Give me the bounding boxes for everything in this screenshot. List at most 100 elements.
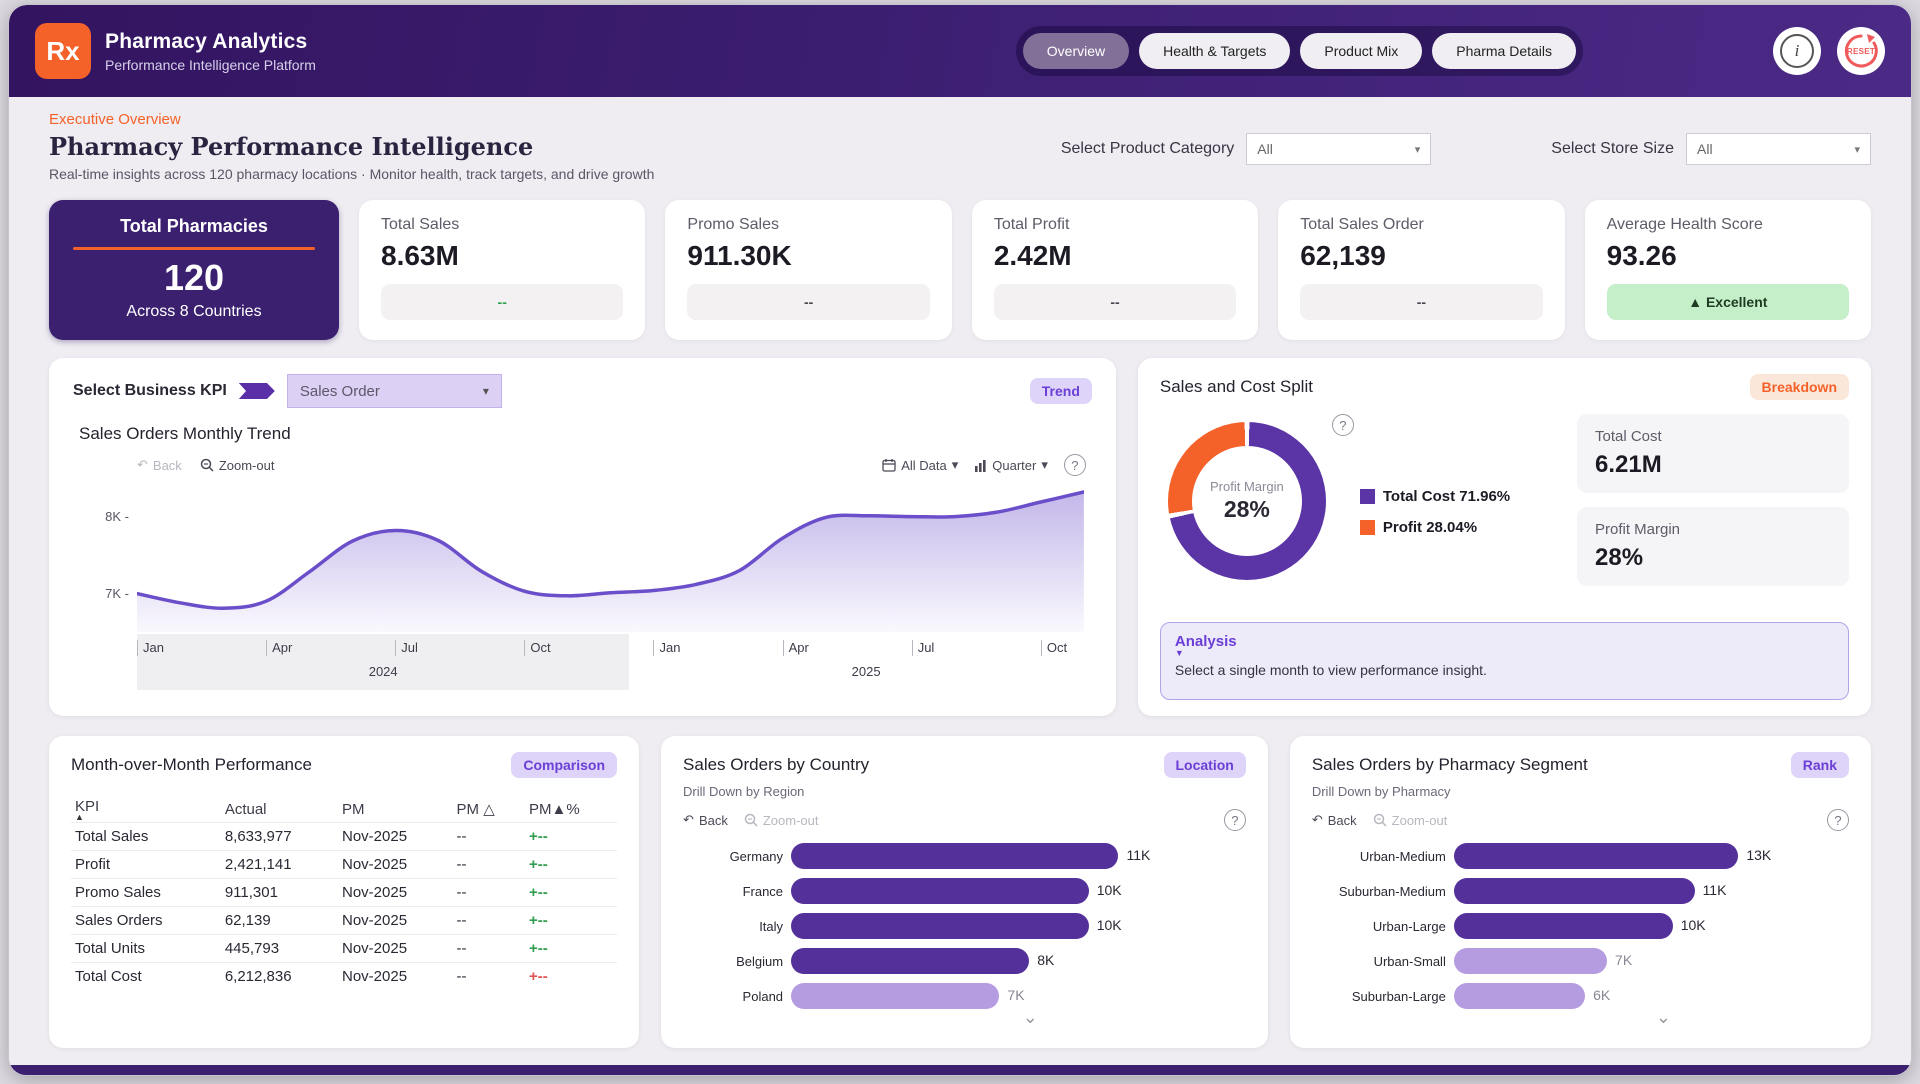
tab-health-targets[interactable]: Health & Targets [1139,33,1291,69]
reset-circular-arrow-icon [1844,34,1878,68]
table-row-total-cost[interactable]: Total Cost 6,212,836 Nov-2025 -- +-- [71,962,618,990]
bar-row-poland[interactable]: Poland 7K [683,983,1246,1009]
trend-line-chart[interactable]: 7K - 8K - Jan Apr Jul Oct Jan Apr Jul Oct 2024 202… [105,482,1084,690]
magnifier-icon [200,458,214,472]
kpi-subtitle: Across 8 Countries [126,303,262,321]
back-button[interactable]: ↶ Back [683,812,728,828]
tab-overview[interactable]: Overview [1022,33,1130,69]
bar-row-suburban-medium[interactable]: Suburban-Medium 11K [1312,878,1849,904]
back-button[interactable]: ↶ Back [137,457,182,473]
bar-value-label: 10K [1680,917,1706,933]
bar-row-urban-large[interactable]: Urban-Large 10K [1312,913,1849,939]
kpi-value: 2.42M [993,240,1072,271]
bar-value-label: 8K [1037,952,1055,968]
donut-center-label: Profit Margin [1210,479,1284,494]
trend-panel: Select Business KPI Sales Order ▾ Trend … [49,358,1116,716]
bar-row-suburban-large[interactable]: Suburban-Large 6K [1312,983,1849,1009]
profit-margin-box: Profit Margin 28% [1577,507,1849,586]
kpi-card-total-sales: Total Sales 8.63M -- [359,200,646,340]
magnifier-icon [744,813,758,827]
bar-value-label: 10K [1096,917,1122,933]
kpi-delta-pill: ▲ Excellent [1606,284,1850,320]
product-category-select[interactable]: All ▾ [1246,133,1432,165]
zoom-out-button[interactable]: Zoom-out [200,458,274,473]
tab-pharma-details[interactable]: Pharma Details [1432,33,1576,69]
date-range-selector[interactable]: All Data ▾ [882,457,958,473]
table-row-sales-orders[interactable]: Sales Orders 62,139 Nov-2025 -- +-- [71,906,618,935]
cost-split-title: Sales and Cost Split [1159,377,1313,396]
analysis-text: Select a single month to view performanc… [1174,662,1487,678]
scroll-down-icon[interactable]: ⌄ [1655,1007,1671,1027]
table-row-profit[interactable]: Profit 2,421,141 Nov-2025 -- +-- [71,850,618,879]
x-axis-tick: Oct [524,640,551,656]
bar-row-france[interactable]: France 10K [683,878,1246,904]
year-2024-band [137,634,630,690]
help-icon[interactable]: ? [1331,414,1354,436]
sort-asc-icon: ▲ [75,812,84,822]
kpi-row: Total Pharmacies 120 Across 8 Countries … [9,190,1911,340]
bar-fill [1453,878,1695,904]
bar-value-label: 11K [1126,847,1151,863]
country-title: Sales Orders by Country [683,755,870,774]
profit-margin-donut[interactable]: Profit Margin 28% ? [1160,414,1360,610]
product-category-label: Select Product Category [1060,140,1235,157]
kpi-title: Total Sales [381,216,460,233]
mom-col-kpi[interactable]: KPI ▲ [71,792,221,823]
bar-row-urban-small[interactable]: Urban-Small 7K [1312,948,1849,974]
segment-subtitle: Drill Down by Pharmacy [1311,784,1451,799]
bar-value-label: 13K [1746,847,1772,863]
bar-row-belgium[interactable]: Belgium 8K [683,948,1246,974]
tab-product-mix[interactable]: Product Mix [1300,33,1423,69]
help-icon[interactable]: ? [1063,454,1086,476]
back-arrow-icon: ↶ [683,812,694,827]
nav-tabs: Overview Health & Targets Product Mix Pharm… [1015,26,1583,76]
reset-button[interactable]: RESET [1837,27,1885,75]
table-row-promo-sales[interactable]: Promo Sales 911,301 Nov-2025 -- +-- [71,878,618,907]
store-size-select[interactable]: All ▾ [1686,133,1871,165]
zoom-out-button[interactable]: Zoom-out [744,813,818,828]
chevron-down-icon: ▾ [951,457,959,472]
store-size-value: All [1697,141,1713,157]
scroll-down-icon[interactable]: ⌄ [1022,1007,1038,1027]
kpi-title: Total Pharmacies [120,216,268,236]
granularity-selector[interactable]: Quarter ▾ [974,457,1048,473]
reset-label: RESET [1846,46,1876,56]
mom-col-pm[interactable]: PM [342,800,365,818]
bar-row-urban-medium[interactable]: Urban-Medium 13K [1312,843,1849,869]
kpi-card-total-pharmacies: Total Pharmacies 120 Across 8 Countries [49,200,339,340]
mom-col-pm[interactable]: PM▲% [528,800,580,818]
x-axis-tick: Apr [266,640,292,656]
kpi-delta-pill: -- [993,284,1237,320]
legend-item-total-cost: Total Cost 71.96% [1359,488,1510,505]
table-row-total-sales[interactable]: Total Sales 8,633,977 Nov-2025 -- +-- [71,822,618,851]
bar-fill [791,843,1119,869]
orders-by-country-panel: Sales Orders by Country Location Drill D… [661,736,1268,1048]
bar-fill [1453,913,1673,939]
app-header: Rx Pharmacy Analytics Performance Intell… [9,5,1911,97]
store-size-filter: Select Store Size All ▾ [1551,133,1871,165]
zoom-out-button[interactable]: Zoom-out [1373,813,1447,828]
breakdown-badge: Breakdown [1749,374,1849,400]
back-button[interactable]: ↶ Back [1311,812,1357,828]
kpi-card-average-health-score: Average Health Score 93.26 ▲ Excellent [1584,200,1872,340]
product-category-value: All [1257,141,1273,157]
product-category-filter: Select Product Category All ▾ [1060,133,1432,165]
filters: Select Product Category All ▾ Select Sto… [1061,111,1871,165]
chevron-down-icon: ▾ [482,384,489,398]
business-kpi-value: Sales Order [299,382,380,400]
bar-fill [1453,983,1586,1009]
bar-value-label: 7K [1007,987,1025,1003]
bar-fill [791,948,1030,974]
bar-row-germany[interactable]: Germany 11K [683,843,1246,869]
help-icon[interactable]: ? [1223,809,1246,831]
orders-by-segment-panel: Sales Orders by Pharmacy Segment Rank Dr… [1289,736,1871,1048]
y-axis-tick: 8K - [105,508,129,524]
help-icon[interactable]: ? [1826,809,1849,831]
bar-row-italy[interactable]: Italy 10K [683,913,1246,939]
table-row-total-units[interactable]: Total Units 445,793 Nov-2025 -- +-- [71,934,618,963]
business-kpi-select[interactable]: Sales Order ▾ [286,374,502,408]
mom-col-actual[interactable]: Actual [224,800,267,818]
info-icon: i [1780,34,1814,68]
mom-col-pm[interactable]: PM △ [456,801,495,818]
info-button[interactable]: i [1773,27,1821,75]
